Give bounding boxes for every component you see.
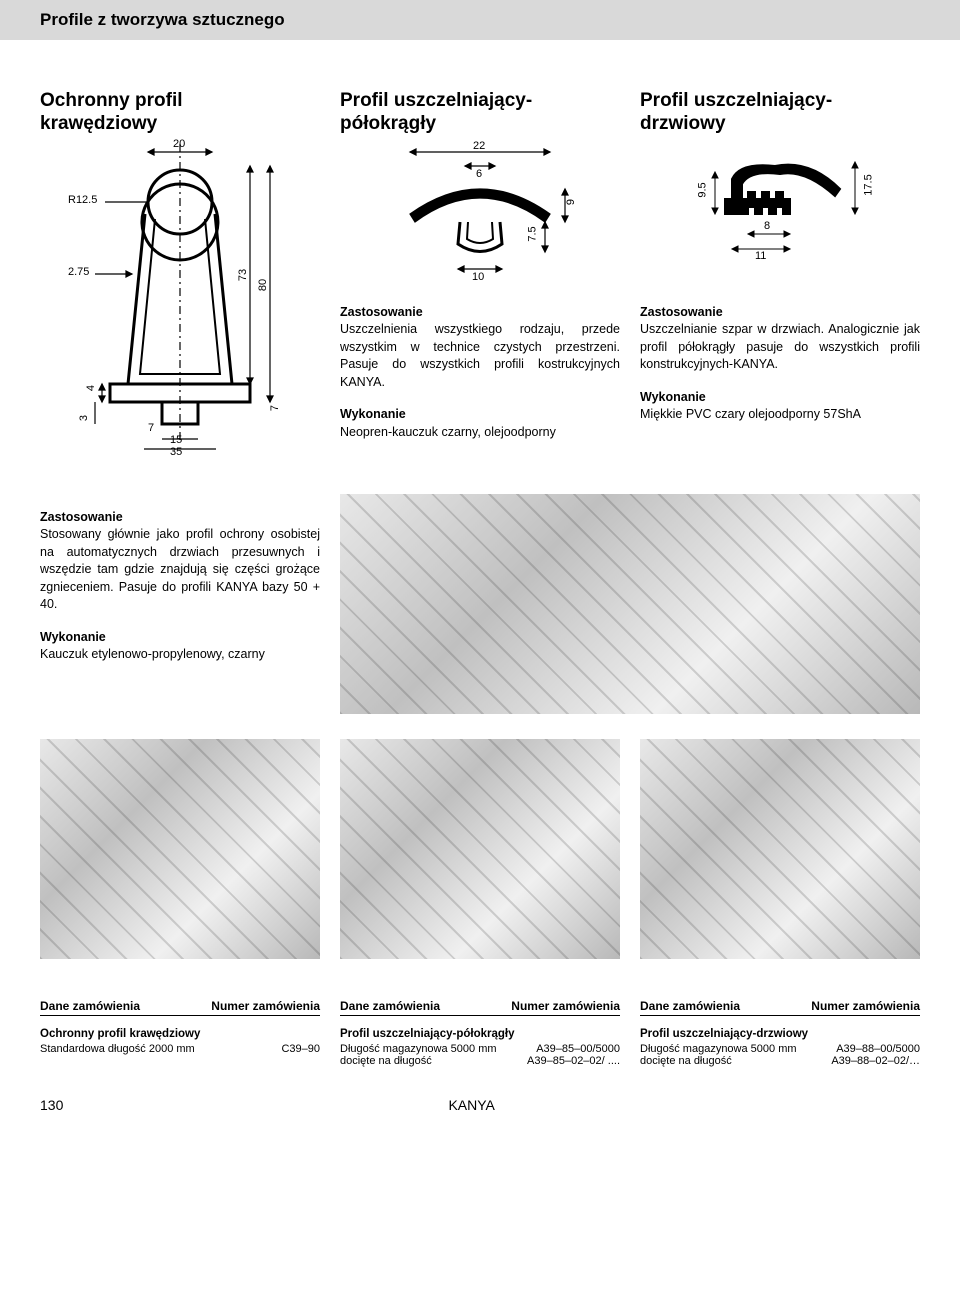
order1-title: Ochronny profil krawędziowy [40,1028,200,1040]
order3-l2l: docięte na długość [640,1055,732,1067]
order2-l1r: A39–85–00/5000 [536,1043,620,1055]
col3-wyk: Wykonanie Miękkie PVC czary olejoodporny… [640,389,920,424]
brand: KANYA [448,1097,494,1113]
col1-wyk: Wykonanie Kauczuk etylenowo-propylenowy,… [40,629,320,664]
col1-wyk-h: Wykonanie [40,630,106,644]
order-hdr-l2: Dane zamówienia [340,999,440,1013]
col1-title-l1: Ochronny profil [40,90,183,111]
col2-wyk-h: Wykonanie [340,407,406,421]
col2-wyk: Wykonanie Neopren-kauczuk czarny, olejoo… [340,406,620,441]
order-hdr-l3: Dane zamówienia [640,999,740,1013]
col3-title-l1: Profil uszczelniający- [640,90,832,111]
dim-22: 22 [473,140,485,152]
col2-title: Profil uszczelniający- półokrągły [340,90,620,136]
order3-title: Profil uszczelniający-drzwiowy [640,1028,808,1040]
dim-7b: 7 [269,405,281,411]
col2-title-l1: Profil uszczelniający- [340,90,532,111]
dim-3: 3 [78,415,90,421]
order3-l2r: A39–88–02–02/… [831,1055,920,1067]
order-hdr-r: Numer zamówienia [211,999,320,1013]
door-svg [640,144,920,284]
col1-diagram: 20 R12.5 2.75 73 80 4 3 7 7 15 35 [40,144,320,454]
col2-wyk-txt: Neopren-kauczuk czarny, olejoodporny [340,425,556,439]
order-hdr-r2: Numer zamówienia [511,999,620,1013]
col2-zast-txt: Uszczelnienia wszystkiego rodzaju, przed… [340,322,620,389]
semicircular-svg [340,144,620,284]
dim-75: 7.5 [527,226,539,241]
dim-20: 20 [173,138,185,150]
col3-title: Profil uszczelniający- drzwiowy [640,90,920,136]
col1-textblock: Zastosowanie Stosowany głównie jako prof… [40,494,320,714]
order2-l2l: docięte na długość [340,1055,432,1067]
col3-diagram: 9.5 17.5 8 11 [640,144,920,284]
col-edge-profile: Ochronny profil krawędziowy [40,90,320,474]
col3-zast: Zastosowanie Uszczelnianie szpar w drzwi… [640,304,920,374]
order-hdr-2: Dane zamówienia Numer zamówienia [340,999,620,1016]
dim-73: 73 [237,268,249,280]
col1-wyk-txt: Kauczuk etylenowo-propylenowy, czarny [40,647,265,661]
order2-l1l: Długość magazynowa 5000 mm [340,1043,497,1055]
order-row: Dane zamówienia Numer zamówienia Ochronn… [40,999,920,1067]
footer: 130 KANYA [40,1097,920,1113]
order3-l1r: A39–88–00/5000 [836,1043,920,1055]
dim-175: 17.5 [863,174,875,195]
photos-row [40,739,920,959]
col1-zast: Zastosowanie Stosowany głównie jako prof… [40,509,320,614]
col2-diagram: 22 6 9 7.5 10 [340,144,620,284]
order1-l1r: C39–90 [281,1043,320,1055]
col2-title-l2: półokrągły [340,113,436,134]
col1-title-l2: krawędziowy [40,113,157,134]
dim-10: 10 [472,271,484,283]
col3-title-l2: drzwiowy [640,113,726,134]
col1-title: Ochronny profil krawędziowy [40,90,320,136]
page-header: Profile z tworzywa sztucznego [0,0,960,40]
dim-r125: R12.5 [68,194,97,206]
dim-15: 15 [170,434,182,446]
order-hdr-3: Dane zamówienia Numer zamówienia [640,999,920,1016]
order-hdr-r3: Numer zamówienia [811,999,920,1013]
dim-275: 2.75 [68,266,89,278]
col3-wyk-h: Wykonanie [640,390,706,404]
col1-zast-h: Zastosowanie [40,510,123,524]
order-col-2: Dane zamówienia Numer zamówienia Profil … [340,999,620,1067]
dim-8: 8 [764,220,770,232]
order-col-3: Dane zamówienia Numer zamówienia Profil … [640,999,920,1067]
page-number: 130 [40,1097,63,1113]
dim-11: 11 [755,250,766,262]
dim-35: 35 [170,446,182,458]
order-hdr-1: Dane zamówienia Numer zamówienia [40,999,320,1016]
product-photo-3 [640,739,920,959]
order2-title: Profil uszczelniający-półokrągły [340,1028,514,1040]
col1-zast-txt: Stosowany głównie jako profil ochrony os… [40,527,320,611]
col3-wyk-txt: Miękkie PVC czary olejoodporny 57ShA [640,407,861,421]
dim-9: 9 [565,199,577,205]
product-photo-large [340,494,920,714]
order3-l1l: Długość magazynowa 5000 mm [640,1043,797,1055]
product-photo-2 [340,739,620,959]
order-hdr-l: Dane zamówienia [40,999,140,1013]
col2-zast-h: Zastosowanie [340,305,423,319]
dim-4: 4 [85,385,97,391]
dim-7: 7 [148,422,154,434]
dim-95: 9.5 [697,182,709,197]
col3-zast-txt: Uszczelnianie szpar w drzwiach. Analogic… [640,322,920,371]
product-columns: Ochronny profil krawędziowy [40,90,920,474]
col-semicircular: Profil uszczelniający- półokrągły [340,90,620,474]
col2-zast: Zastosowanie Uszczelnienia wszystkiego r… [340,304,620,392]
order-col-1: Dane zamówienia Numer zamówienia Ochronn… [40,999,320,1067]
dim-80: 80 [257,278,269,290]
col3-zast-h: Zastosowanie [640,305,723,319]
product-photo-1 [40,739,320,959]
col-door: Profil uszczelniający- drzwiowy [640,90,920,474]
order1-l1l: Standardowa długość 2000 mm [40,1043,195,1055]
dim-6: 6 [476,168,482,180]
order2-l2r: A39–85–02–02/ .... [527,1055,620,1067]
mid-row: Zastosowanie Stosowany głównie jako prof… [40,494,920,714]
